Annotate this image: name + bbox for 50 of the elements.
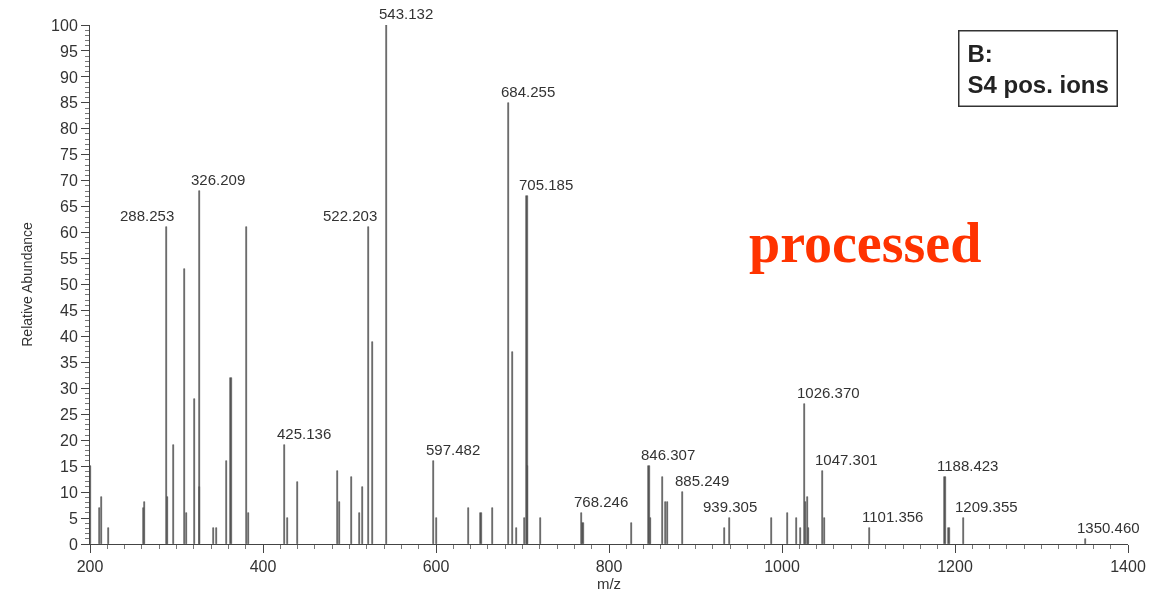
y-tick-label: 50: [60, 276, 78, 294]
x-tick-label: 600: [422, 558, 450, 576]
annotation: 1101.356: [862, 508, 924, 525]
y-tick-label: 90: [60, 68, 78, 86]
y-tick-label: 5: [68, 509, 78, 527]
x-tick-label: 400: [249, 558, 277, 576]
annotation: 768.246: [574, 493, 629, 510]
y-tick-label: 65: [60, 198, 78, 216]
y-tick-label: 35: [60, 353, 78, 371]
y-tick-label: 40: [60, 328, 78, 345]
annotation: 846.307: [641, 446, 696, 463]
y-axis-title: Relative Abundance: [18, 222, 35, 347]
x-tick-label: 1000: [764, 558, 800, 576]
annotation: 684.255: [501, 83, 556, 100]
annotation: 1047.301: [815, 451, 878, 468]
annotation: 1026.370: [797, 384, 860, 401]
y-tick-label: 60: [60, 224, 78, 242]
annotation: 885.249: [675, 472, 730, 489]
y-tick-label: 80: [60, 120, 78, 138]
y-tick-label: 100: [51, 16, 78, 34]
annotation: 705.185: [519, 176, 574, 193]
annotation: 326.209: [191, 171, 246, 188]
y-tick-label: 20: [60, 431, 78, 449]
annotation: B: S4 pos. ions: [967, 39, 1109, 98]
annotation: 1188.423: [937, 457, 999, 474]
y-tick-label: 10: [60, 483, 78, 501]
annotation: 522.203: [323, 207, 378, 224]
annotation: 425.136: [277, 425, 332, 442]
y-tick-label: 25: [60, 405, 78, 423]
y-tick-label: 15: [60, 457, 78, 475]
y-tick-label: 0: [68, 535, 78, 553]
x-tick-label: 1400: [1110, 558, 1146, 576]
annotation: 543.132: [379, 5, 434, 22]
annotation: 288.253: [120, 207, 175, 224]
x-axis-title: m/z: [596, 575, 622, 593]
y-tick-label: 55: [60, 250, 78, 268]
y-tick-label: 45: [60, 302, 78, 320]
y-tick-label: 95: [60, 42, 78, 60]
annotation: processed: [749, 212, 982, 274]
y-tick-label: 30: [60, 379, 78, 397]
annotation: 1209.355: [955, 498, 1018, 515]
y-tick-label: 70: [60, 172, 78, 190]
annotation: 597.482: [426, 441, 481, 458]
annotation: 939.305: [703, 498, 758, 515]
x-tick-label: 800: [595, 558, 623, 576]
x-tick-label: 1200: [937, 558, 973, 576]
x-tick-label: 200: [76, 558, 104, 576]
y-tick-label: 75: [60, 146, 78, 164]
annotation: 1350.460: [1077, 519, 1140, 536]
y-tick-label: 85: [60, 94, 78, 112]
